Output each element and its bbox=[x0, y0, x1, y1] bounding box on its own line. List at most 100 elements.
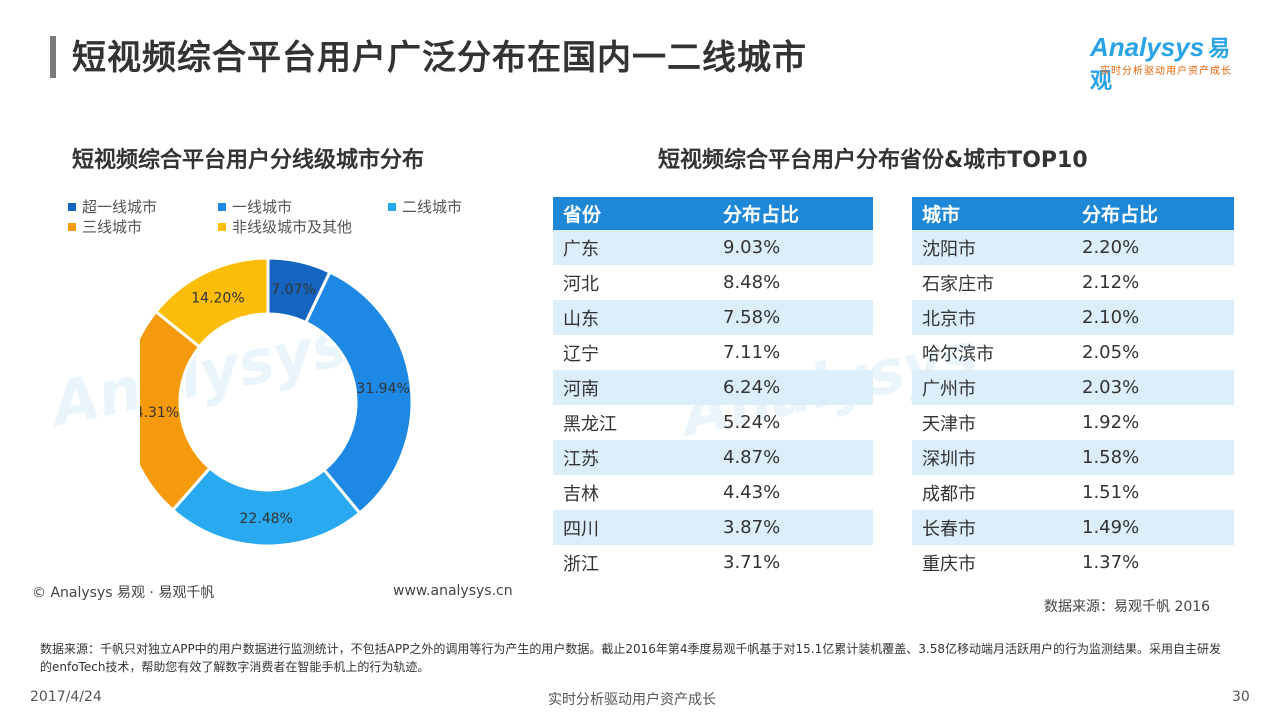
city-row: 沈阳市 2.20% bbox=[912, 230, 1234, 265]
city-name-cell: 哈尔滨市 bbox=[922, 343, 994, 365]
analysys-logo: Analysys 易观 实时分析驱动用户资产成长 bbox=[1090, 32, 1250, 93]
top10-section-title: 短视频综合平台用户分布省份&城市TOP10 bbox=[658, 148, 1088, 173]
legend-label: 非线级城市及其他 bbox=[232, 218, 353, 236]
legend-item: 超一线城市 bbox=[68, 196, 157, 217]
province-name-cell: 吉林 bbox=[563, 483, 599, 505]
province-row: 浙江 3.71% bbox=[553, 545, 873, 580]
province-table: 省份 分布占比 广东 9.03% 河北 8.48% 山东 7.58% 辽宁 7.11% 河南 6.… bbox=[553, 197, 873, 580]
donut-section-title: 短视频综合平台用户分线级城市分布 bbox=[72, 148, 425, 173]
province-share-cell: 9.03% bbox=[713, 230, 873, 265]
city-share-cell: 2.05% bbox=[1082, 342, 1140, 363]
province-row: 四川 3.87% bbox=[553, 510, 873, 545]
city-table: 城市 分布占比 沈阳市 2.20% 石家庄市 2.12% 北京市 2.10% 哈尔滨市 2.0… bbox=[912, 197, 1234, 580]
city-share-cell: 2.03% bbox=[1072, 370, 1234, 405]
logo-tagline: 实时分析驱动用户资产成长 bbox=[1100, 66, 1232, 77]
footnote: 数据来源：千帆只对独立APP中的用户数据进行监测统计，不包括APP之外的调用等行… bbox=[40, 642, 1221, 674]
province-name-cell: 广东 bbox=[553, 230, 713, 265]
chart-legend: 超一线城市 一线城市 二线城市三线城市 非线级城市及其他 bbox=[68, 196, 488, 240]
donut-slice-label: 22.48% bbox=[239, 511, 292, 527]
title-accent-bar bbox=[50, 36, 56, 78]
province-header-name: 省份 bbox=[553, 197, 713, 230]
logo-text: Analysys bbox=[1090, 32, 1205, 62]
city-row: 成都市 1.51% bbox=[912, 475, 1234, 510]
province-name-cell: 河南 bbox=[553, 370, 713, 405]
city-share-cell: 1.92% bbox=[1082, 412, 1140, 433]
province-name-cell: 黑龙江 bbox=[563, 413, 617, 435]
province-header-share: 分布占比 bbox=[713, 197, 873, 230]
city-row: 深圳市 1.58% bbox=[912, 440, 1234, 475]
province-name-cell: 辽宁 bbox=[563, 343, 599, 365]
legend-label: 超一线城市 bbox=[82, 198, 158, 216]
province-share-cell: 8.48% bbox=[723, 272, 781, 293]
logo-cn: 易观 bbox=[1090, 36, 1231, 93]
province-share-cell: 3.71% bbox=[723, 552, 781, 573]
province-row: 河北 8.48% bbox=[553, 265, 873, 300]
province-row: 河南 6.24% bbox=[553, 370, 873, 405]
copyright-text: © Analysys 易观 · 易观千帆 bbox=[32, 585, 215, 601]
city-name-cell: 深圳市 bbox=[912, 440, 1072, 475]
city-row: 哈尔滨市 2.05% bbox=[912, 335, 1234, 370]
footer-tagline: 实时分析驱动用户资产成长 bbox=[548, 692, 716, 708]
city-name-cell: 长春市 bbox=[912, 510, 1072, 545]
city-share-cell: 2.12% bbox=[1082, 272, 1140, 293]
donut-slice-label: 7.07% bbox=[271, 282, 315, 298]
city-name-cell: 天津市 bbox=[922, 413, 976, 435]
city-name-cell: 沈阳市 bbox=[912, 230, 1072, 265]
province-table-header: 省份 分布占比 bbox=[553, 197, 873, 230]
province-share-cell: 7.58% bbox=[713, 300, 873, 335]
city-table-header: 城市 分布占比 bbox=[912, 197, 1234, 230]
province-row: 黑龙江 5.24% bbox=[553, 405, 873, 440]
city-row: 天津市 1.92% bbox=[912, 405, 1234, 440]
donut-slice bbox=[170, 465, 362, 545]
province-row: 辽宁 7.11% bbox=[553, 335, 873, 370]
province-name-cell: 河北 bbox=[563, 273, 599, 295]
legend-swatch bbox=[388, 202, 396, 211]
footer-date: 2017/4/24 bbox=[30, 689, 102, 705]
city-name-cell: 石家庄市 bbox=[922, 273, 994, 295]
city-share-cell: 1.37% bbox=[1082, 552, 1140, 573]
legend-item: 一线城市 bbox=[218, 196, 292, 217]
data-source-note: 数据来源：易观千帆 2016 bbox=[1044, 599, 1211, 615]
city-share-cell: 1.58% bbox=[1072, 440, 1234, 475]
page-title: 短视频综合平台用户广泛分布在国内一二线城市 bbox=[72, 38, 807, 78]
page-number: 30 bbox=[1232, 689, 1250, 705]
city-share-cell: 1.51% bbox=[1082, 482, 1140, 503]
city-name-cell: 重庆市 bbox=[922, 553, 976, 575]
province-row: 广东 9.03% bbox=[553, 230, 873, 265]
city-row: 重庆市 1.37% bbox=[912, 545, 1234, 580]
province-row: 山东 7.58% bbox=[553, 300, 873, 335]
province-name-cell: 江苏 bbox=[553, 440, 713, 475]
city-header-share: 分布占比 bbox=[1072, 197, 1234, 230]
city-name-cell: 广州市 bbox=[912, 370, 1072, 405]
province-share-cell: 4.43% bbox=[723, 482, 781, 503]
legend-swatch bbox=[218, 222, 226, 231]
city-row: 广州市 2.03% bbox=[912, 370, 1234, 405]
province-name-cell: 山东 bbox=[553, 300, 713, 335]
donut-slice-label: 14.20% bbox=[191, 290, 244, 306]
legend-swatch bbox=[68, 202, 76, 211]
city-name-cell: 成都市 bbox=[922, 483, 976, 505]
province-share-cell: 7.11% bbox=[723, 342, 781, 363]
province-name-cell: 浙江 bbox=[563, 553, 599, 575]
donut-slice-label: 24.31% bbox=[140, 405, 179, 421]
legend-item: 三线城市 bbox=[68, 216, 142, 237]
legend-label: 三线城市 bbox=[82, 218, 143, 236]
city-row: 石家庄市 2.12% bbox=[912, 265, 1234, 300]
province-row: 江苏 4.87% bbox=[553, 440, 873, 475]
city-row: 长春市 1.49% bbox=[912, 510, 1234, 545]
donut-slice bbox=[303, 269, 414, 516]
legend-swatch bbox=[218, 202, 226, 211]
logo-wordmark: Analysys 易观 bbox=[1090, 32, 1250, 96]
legend-swatch bbox=[68, 222, 76, 231]
city-name-cell: 北京市 bbox=[912, 300, 1072, 335]
city-share-cell: 1.49% bbox=[1072, 510, 1234, 545]
province-share-cell: 3.87% bbox=[713, 510, 873, 545]
legend-label: 二线城市 bbox=[402, 198, 463, 216]
province-share-cell: 5.24% bbox=[723, 412, 781, 433]
city-share-cell: 2.10% bbox=[1072, 300, 1234, 335]
province-name-cell: 四川 bbox=[553, 510, 713, 545]
donut-chart: 7.07% 31.94% 22.48% 24.31% 14.20% bbox=[140, 256, 414, 545]
donut-slice-label: 31.94% bbox=[356, 381, 409, 397]
city-header-name: 城市 bbox=[912, 197, 1072, 230]
city-row: 北京市 2.10% bbox=[912, 300, 1234, 335]
